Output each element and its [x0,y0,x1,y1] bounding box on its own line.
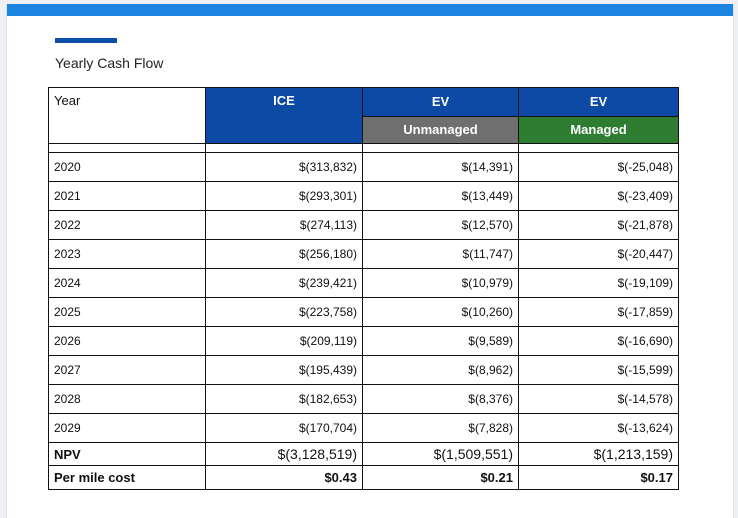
ev-managed-cell: $(-17,859) [518,297,679,327]
year-cell: 2029 [48,413,206,443]
table-row: 2026 $(209,119) $(9,589) $(-16,690) [48,326,679,356]
ev-unmanaged-cell: $(10,979) [362,268,519,298]
table-row: 2028 $(182,653) $(8,376) $(-14,578) [48,384,679,414]
npv-ev-managed-cell: $(1,213,159) [518,442,679,466]
per-mile-row: Per mile cost $0.43 $0.21 $0.17 [48,465,679,490]
year-cell: 2026 [48,326,206,356]
year-cell: 2023 [48,239,206,269]
ev-managed-cell: $(-19,109) [518,268,679,298]
ev-unmanaged-cell: $(12,570) [362,210,519,240]
header-ev-managed-sub: Managed [518,115,679,145]
ice-cell: $(256,180) [205,239,363,269]
ice-cell: $(223,758) [205,297,363,327]
spacer-cell [205,143,363,153]
spacer-cell [518,143,679,153]
ice-cell: $(170,704) [205,413,363,443]
year-cell: 2028 [48,384,206,414]
ev-managed-cell: $(-20,447) [518,239,679,269]
per-mile-ev-managed-cell: $0.17 [518,465,679,490]
ev-unmanaged-cell: $(10,260) [362,297,519,327]
ice-cell: $(274,113) [205,210,363,240]
year-cell: 2022 [48,210,206,240]
table-row: 2024 $(239,421) $(10,979) $(-19,109) [48,268,679,298]
ev-unmanaged-cell: $(11,747) [362,239,519,269]
table-row: 2022 $(274,113) $(12,570) $(-21,878) [48,210,679,240]
per-mile-ice-cell: $0.43 [205,465,363,490]
year-cell: 2027 [48,355,206,385]
npv-ev-unmanaged-cell: $(1,509,551) [362,442,519,466]
ev-unmanaged-cell: $(14,391) [362,152,519,182]
ev-unmanaged-cell: $(8,962) [362,355,519,385]
npv-row: NPV $(3,128,519) $(1,509,551) $(1,213,15… [48,442,679,466]
npv-ice-cell: $(3,128,519) [205,442,363,466]
ev-managed-cell: $(-16,690) [518,326,679,356]
table-row: 2027 $(195,439) $(8,962) $(-15,599) [48,355,679,385]
year-cell: 2020 [48,152,206,182]
header-year: Year [48,87,206,144]
header-ev-unmanaged-sub: Unmanaged [362,115,519,145]
year-cell: 2024 [48,268,206,298]
ev-unmanaged-cell: $(13,449) [362,181,519,211]
ice-cell: $(293,301) [205,181,363,211]
header-ev-unmanaged-top: EV [362,87,519,117]
ice-cell: $(313,832) [205,152,363,182]
npv-label: NPV [48,442,206,466]
table-row: 2020 $(313,832) $(14,391) $(-25,048) [48,152,679,182]
ice-cell: $(209,119) [205,326,363,356]
ev-managed-cell: $(-23,409) [518,181,679,211]
per-mile-ev-unmanaged-cell: $0.21 [362,465,519,490]
spacer-cell [48,143,206,153]
per-mile-label: Per mile cost [48,465,206,490]
ev-managed-cell: $(-13,624) [518,413,679,443]
ev-unmanaged-cell: $(7,828) [362,413,519,443]
ice-cell: $(182,653) [205,384,363,414]
table-body: 2020 $(313,832) $(14,391) $(-25,048) 202… [48,143,679,490]
ev-unmanaged-cell: $(8,376) [362,384,519,414]
section-title: Yearly Cash Flow [55,55,164,71]
year-cell: 2021 [48,181,206,211]
table-row: 2029 $(170,704) $(7,828) $(-13,624) [48,413,679,443]
section-accent-line [55,38,117,43]
header-ice: ICE [205,87,363,144]
ev-managed-cell: $(-25,048) [518,152,679,182]
header-ev-managed-top: EV [518,87,679,117]
ice-cell: $(195,439) [205,355,363,385]
ev-managed-cell: $(-21,878) [518,210,679,240]
spacer-cell [362,143,519,153]
table-row: 2021 $(293,301) $(13,449) $(-23,409) [48,181,679,211]
year-cell: 2025 [48,297,206,327]
cash-flow-table: Year ICE EV EV Unmanaged Managed 2020 $(… [48,87,679,490]
table-row: 2023 $(256,180) $(11,747) $(-20,447) [48,239,679,269]
ev-managed-cell: $(-15,599) [518,355,679,385]
ev-unmanaged-cell: $(9,589) [362,326,519,356]
table-row: 2025 $(223,758) $(10,260) $(-17,859) [48,297,679,327]
ice-cell: $(239,421) [205,268,363,298]
ev-managed-cell: $(-14,578) [518,384,679,414]
top-accent-bar [7,4,733,16]
